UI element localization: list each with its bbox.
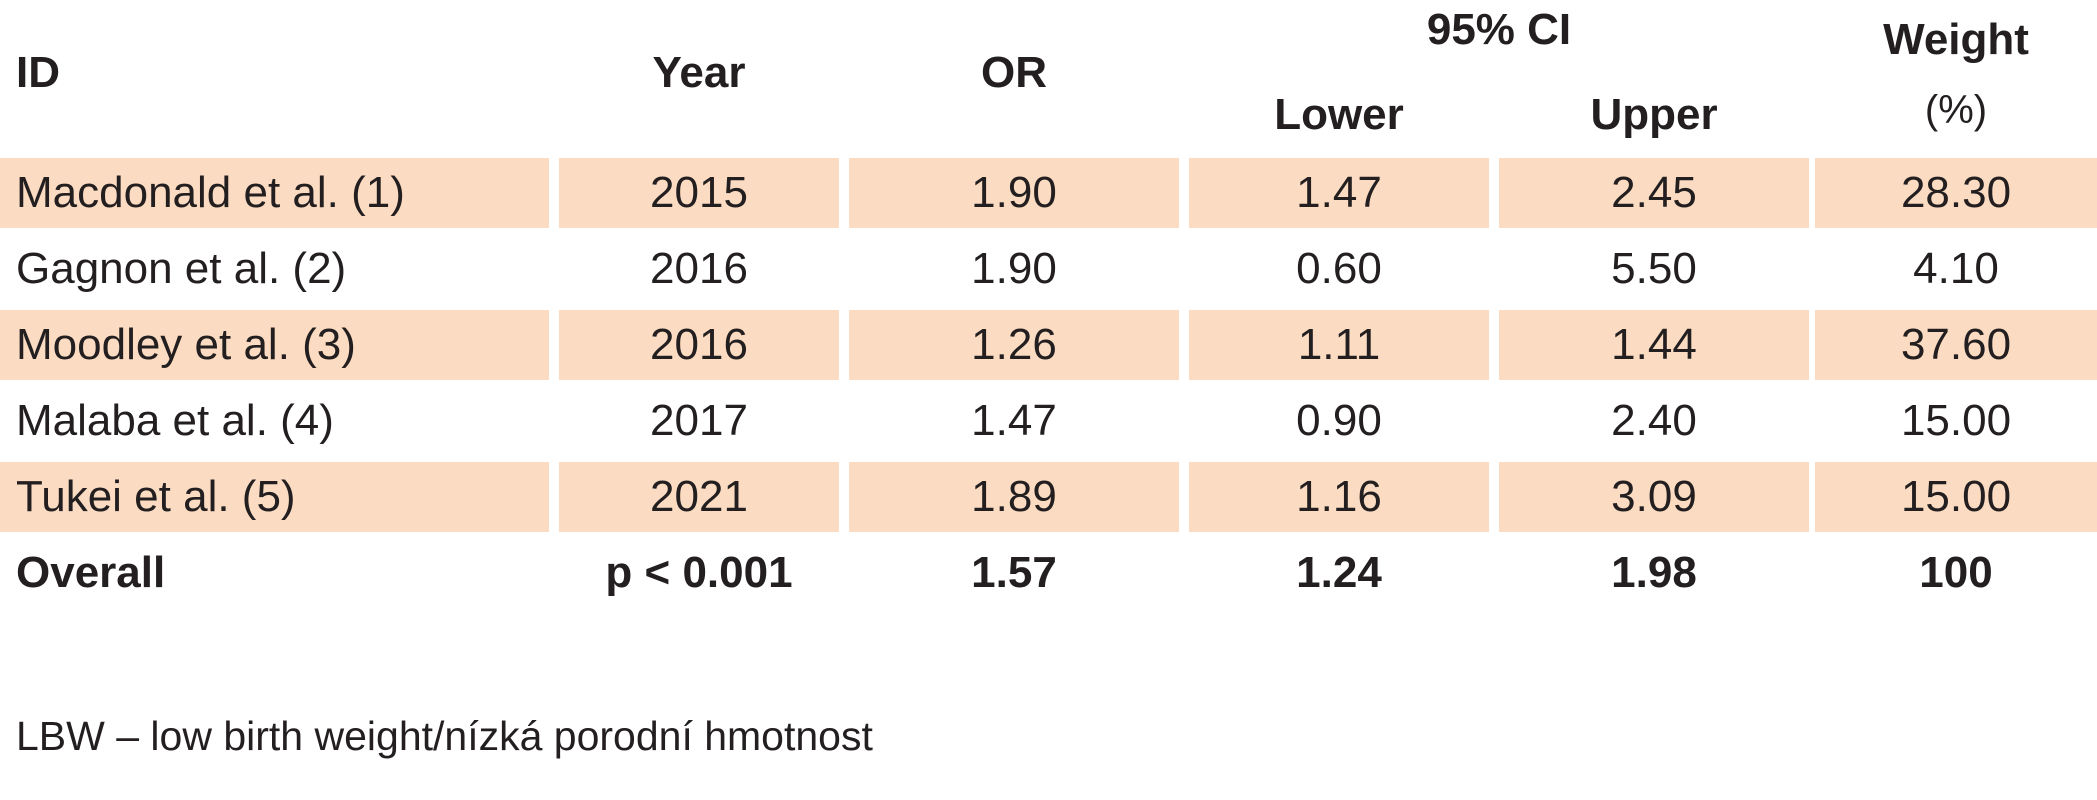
cell-weight: 37.60 (1815, 310, 2097, 380)
cell-upper: 2.45 (1499, 158, 1809, 228)
header-weight-unit: (%) (1924, 88, 1988, 132)
cell-id: Tukei et al. (5) (0, 462, 549, 532)
cell-year: 2021 (559, 462, 839, 532)
cell-lower: 1.11 (1189, 310, 1489, 380)
table-row: Malaba et al. (4) 2017 1.47 0.90 2.40 15… (0, 386, 2097, 456)
table-footnote: LBW – low birth weight/nízká porodní hmo… (16, 713, 873, 759)
overall-weight: 100 (1919, 548, 1993, 597)
cell-or: 1.89 (849, 462, 1179, 532)
cell-lower: 0.60 (1296, 244, 1382, 293)
cell-weight: 4.10 (1913, 244, 1999, 293)
cell-weight: 15.00 (1900, 396, 2012, 445)
cell-year: 2017 (650, 396, 748, 445)
cell-id: Moodley et al. (3) (0, 310, 549, 380)
table-header: ID Year OR 95% CI Lower Upper Weight (%) (0, 0, 2097, 154)
cell-year: 2016 (559, 310, 839, 380)
table-row: Gagnon et al. (2) 2016 1.90 0.60 5.50 4.… (0, 234, 2097, 304)
cell-or: 1.47 (971, 396, 1057, 445)
header-lower: Lower (1274, 90, 1404, 139)
overall-lower: 1.24 (1296, 548, 1382, 597)
table-row: Moodley et al. (3) 2016 1.26 1.11 1.44 3… (0, 310, 2097, 380)
cell-weight: 15.00 (1815, 462, 2097, 532)
cell-or: 1.26 (849, 310, 1179, 380)
cell-upper: 2.40 (1611, 396, 1697, 445)
cell-id: Macdonald et al. (1) (0, 158, 549, 228)
cell-upper: 5.50 (1611, 244, 1697, 293)
header-year: Year (652, 48, 746, 97)
cell-upper: 3.09 (1499, 462, 1809, 532)
cell-weight: 28.30 (1815, 158, 2097, 228)
cell-lower: 1.47 (1189, 158, 1489, 228)
cell-year: 2015 (559, 158, 839, 228)
table-body: Macdonald et al. (1) 2015 1.90 1.47 2.45… (0, 158, 2097, 614)
table-row: Macdonald et al. (1) 2015 1.90 1.47 2.45… (0, 158, 2097, 228)
table-row: Tukei et al. (5) 2021 1.89 1.16 3.09 15.… (0, 462, 2097, 532)
cell-lower: 1.16 (1189, 462, 1489, 532)
overall-upper: 1.98 (1611, 548, 1697, 597)
cell-year: 2016 (650, 244, 748, 293)
cell-id: Malaba et al. (4) (16, 396, 334, 445)
header-weight: Weight (1883, 15, 2029, 64)
overall-row: Overall p < 0.001 1.57 1.24 1.98 100 (0, 538, 2097, 608)
cell-or: 1.90 (849, 158, 1179, 228)
cell-or: 1.90 (971, 244, 1057, 293)
cell-lower: 0.90 (1296, 396, 1382, 445)
header-upper: Upper (1590, 90, 1718, 139)
header-or: OR (981, 48, 1047, 97)
overall-id: Overall (16, 548, 166, 597)
overall-p-value: p < 0.001 (605, 548, 793, 597)
header-id: ID (16, 48, 60, 97)
overall-or: 1.57 (971, 548, 1057, 597)
cell-upper: 1.44 (1499, 310, 1809, 380)
header-ci: 95% CI (1426, 5, 1572, 54)
cell-id: Gagnon et al. (2) (16, 244, 347, 293)
